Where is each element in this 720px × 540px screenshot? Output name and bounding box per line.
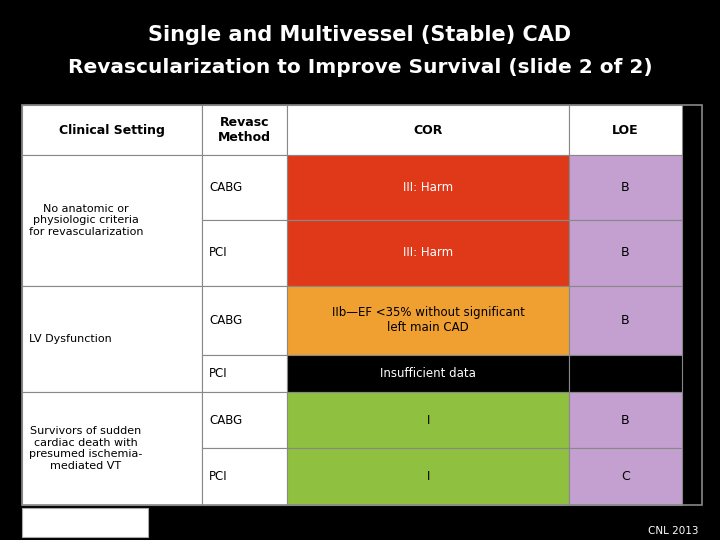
Text: LOE: LOE [612,124,639,137]
Bar [287,220,570,286]
Text: Revasc
Method: Revasc Method [218,116,271,144]
Text: LV Dysfunction: LV Dysfunction [29,334,112,343]
Bar [287,392,570,448]
Text: COR: COR [413,124,443,137]
Text: Revascularization to Improve Survival (slide 2 of 2): Revascularization to Improve Survival (s… [68,58,652,77]
Text: Insufficient data: Insufficient data [380,367,476,380]
Text: B: B [621,246,630,259]
Bar [287,355,570,392]
Bar [202,220,287,286]
Text: I: I [426,470,430,483]
Bar [287,105,570,155]
Bar [570,105,682,155]
Text: Survivors of sudden
cardiac death with
presumed ischemia-
mediated VT: Survivors of sudden cardiac death with p… [29,426,142,471]
Text: Single and Multivessel (Stable) CAD: Single and Multivessel (Stable) CAD [148,25,572,45]
Bar [202,392,287,448]
Bar [22,105,202,155]
Text: B: B [621,181,630,194]
Text: PCI: PCI [209,246,228,259]
Text: Clinical Setting: Clinical Setting [59,124,165,137]
Bar [22,392,202,505]
Text: PCI: PCI [209,470,228,483]
Text: III: Harm: III: Harm [403,246,453,259]
Bar [22,286,202,392]
Text: I: I [426,414,430,427]
Bar [570,355,682,392]
Text: B: B [621,414,630,427]
Text: CABG: CABG [209,414,243,427]
Text: PCI: PCI [209,367,228,380]
Bar [202,355,287,392]
Text: IIb—EF <35% without significant
left main CAD: IIb—EF <35% without significant left mai… [332,306,525,334]
Bar [287,448,570,505]
Bar [22,508,148,537]
Bar [570,448,682,505]
Text: No anatomic or
physiologic criteria
for revascularization: No anatomic or physiologic criteria for … [29,204,143,237]
Bar [287,155,570,220]
Bar [570,220,682,286]
Text: CABG: CABG [209,314,243,327]
Bar [22,155,202,286]
Bar [202,448,287,505]
Bar [202,286,287,355]
Text: B: B [621,314,630,327]
Bar [22,105,702,505]
Bar [570,155,682,220]
Bar [570,286,682,355]
Bar [287,286,570,355]
Text: C: C [621,470,630,483]
Bar [202,155,287,220]
Text: III: Harm: III: Harm [403,181,453,194]
Text: CABG: CABG [209,181,243,194]
Text: CNL 2013: CNL 2013 [648,525,698,536]
Bar [202,105,287,155]
Bar [570,392,682,448]
